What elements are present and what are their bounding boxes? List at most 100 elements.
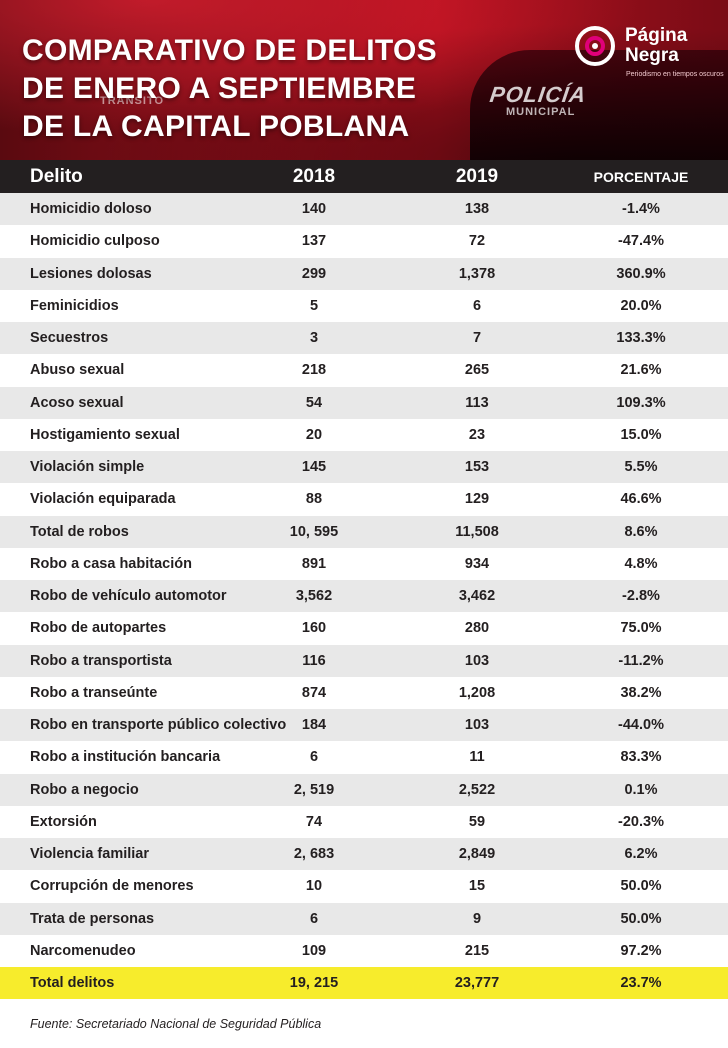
cell-porcentaje: 20.0% [620, 297, 662, 314]
police-car-decal-sub: MUNICIPAL [506, 106, 576, 118]
cell-2019: 138 [464, 201, 490, 218]
table-row: Corrupción de menores 10 15 50.0% [0, 870, 728, 903]
table-row: Homicidio culposo 137 72 -47.4% [0, 225, 728, 258]
cell-2018: 137 [301, 233, 327, 250]
cell-porcentaje: 83.3% [620, 749, 662, 766]
cell-2018: 10, 595 [289, 523, 339, 540]
table-row: Robo a institución bancaria 6 11 83.3% [0, 741, 728, 774]
cell-2018: 160 [301, 620, 327, 637]
cell-delito: Acoso sexual [30, 394, 124, 411]
cell-2018: 218 [301, 362, 327, 379]
cell-delito: Narcomenudeo [30, 942, 136, 959]
table-row: Robo de autopartes 160 280 75.0% [0, 612, 728, 645]
cell-porcentaje: 38.2% [620, 684, 662, 701]
cell-2018: 109 [301, 942, 327, 959]
page-title: COMPARATIVO DE DELITOS DE ENERO A SEPTIE… [22, 32, 437, 146]
cell-delito: Lesiones dolosas [30, 265, 152, 282]
cell-2018: 2, 683 [293, 846, 335, 863]
cell-2019: 15 [468, 878, 486, 895]
cell-delito: Violación equiparada [30, 491, 176, 508]
cell-2019: 11,508 [455, 523, 499, 540]
logo-name-line-2: Negra [625, 45, 679, 66]
header-cell-2018: 2018 [292, 165, 336, 187]
logo-name: Página Negra [625, 26, 687, 66]
cell-2018: 116 [302, 652, 326, 669]
cell-2019: 1,208 [458, 684, 496, 701]
cell-porcentaje: 6.2% [624, 846, 658, 863]
cell-porcentaje: -44.0% [618, 717, 664, 734]
cell-delito: Secuestros [30, 330, 109, 347]
header-cell-porcentaje: PORCENTAJE [593, 168, 689, 185]
title-line-3: DE LA CAPITAL POBLANA [22, 110, 410, 143]
logo-tagline: Periodismo en tiempos oscuros [626, 71, 724, 78]
cell-2019: 215 [464, 942, 490, 959]
table-row: Robo a casa habitación 891 934 4.8% [0, 547, 728, 580]
cell-delito: Robo de autopartes [30, 620, 167, 637]
cell-2018: 891 [301, 555, 327, 572]
cell-2018: 140 [301, 201, 327, 218]
cell-porcentaje: 4.8% [624, 555, 658, 572]
cell-porcentaje: -2.8% [622, 588, 660, 605]
cell-porcentaje: 97.2% [620, 942, 662, 959]
total-row: Total delitos 19, 215 23,777 23.7% [0, 967, 728, 1000]
cell-delito: Violación simple [30, 459, 145, 476]
cell-2019: 103 [464, 717, 490, 734]
cell-porcentaje: 75.0% [620, 620, 662, 637]
table-row: Trata de personas 6 9 50.0% [0, 902, 728, 935]
cell-2018: 299 [301, 265, 327, 282]
cell-porcentaje: 46.6% [620, 491, 662, 508]
table-body: Homicidio doloso 140 138 -1.4% Homicidio cul… [0, 193, 728, 1000]
cell-delito: Trata de personas [30, 910, 155, 927]
cell-2019: 153 [464, 459, 490, 476]
cell-delito: Feminicidios [30, 297, 119, 314]
brand-logo: Página Negra Periodismo en tiempos oscur… [575, 26, 725, 86]
cell-2019: 59 [468, 813, 486, 830]
transit-car-decal: TRÁNSITO [100, 95, 165, 107]
cell-2019: 2,849 [458, 846, 496, 863]
table-row: Violación simple 145 153 5.5% [0, 451, 728, 484]
cell-2018: 3 [309, 330, 319, 347]
cell-porcentaje: 8.6% [624, 523, 658, 540]
cell-total-label: Total delitos [30, 975, 115, 992]
cell-delito: Homicidio culposo [30, 233, 160, 250]
cell-delito: Robo a transeúnte [30, 684, 158, 701]
source-note: Fuente: Secretariado Nacional de Segurid… [30, 1017, 322, 1031]
table-row: Narcomenudeo 109 215 97.2% [0, 934, 728, 967]
table-row: Robo de vehículo automotor 3,562 3,462 -2.8… [0, 580, 728, 613]
cell-2018: 54 [305, 394, 323, 411]
cell-porcentaje: 360.9% [616, 265, 666, 282]
cell-2019: 113 [465, 394, 489, 411]
cell-2018: 184 [301, 717, 327, 734]
cell-2019: 6 [472, 297, 482, 314]
table-row: Secuestros 3 7 133.3% [0, 322, 728, 355]
cell-porcentaje: 109.3% [616, 394, 666, 411]
cell-2019: 2,522 [458, 781, 496, 798]
table-row: Violencia familiar 2, 683 2,849 6.2% [0, 838, 728, 871]
table-row: Abuso sexual 218 265 21.6% [0, 354, 728, 387]
logo-name-line-1: Página [625, 25, 688, 46]
cell-2019: 1,378 [458, 265, 496, 282]
cell-delito: Robo en transporte público colectivo [30, 717, 287, 734]
cell-delito: Corrupción de menores [30, 878, 194, 895]
cell-porcentaje: -20.3% [618, 813, 664, 830]
table-header: Delito 2018 2019 PORCENTAJE [0, 160, 728, 193]
cell-2019: 265 [464, 362, 490, 379]
cell-delito: Robo a transportista [30, 652, 172, 669]
cell-porcentaje: -11.2% [618, 652, 664, 669]
cell-2018: 74 [305, 813, 323, 830]
header-cell-2019: 2019 [455, 165, 499, 187]
cell-2019: 23 [468, 426, 486, 443]
cell-2018: 88 [305, 491, 323, 508]
cell-delito: Hostigamiento sexual [30, 426, 180, 443]
cell-2019: 72 [468, 233, 486, 250]
cell-porcentaje: 21.6% [620, 362, 662, 379]
table-row: Hostigamiento sexual 20 23 15.0% [0, 418, 728, 451]
cell-porcentaje: 5.5% [624, 459, 658, 476]
cell-2018: 6 [309, 749, 319, 766]
table-row: Robo a transeúnte 874 1,208 38.2% [0, 676, 728, 709]
cell-delito: Violencia familiar [30, 846, 150, 863]
cell-2019: 7 [472, 330, 482, 347]
cell-2018: 10 [305, 878, 323, 895]
cell-2019: 11 [469, 749, 485, 766]
table-row: Lesiones dolosas 299 1,378 360.9% [0, 257, 728, 290]
